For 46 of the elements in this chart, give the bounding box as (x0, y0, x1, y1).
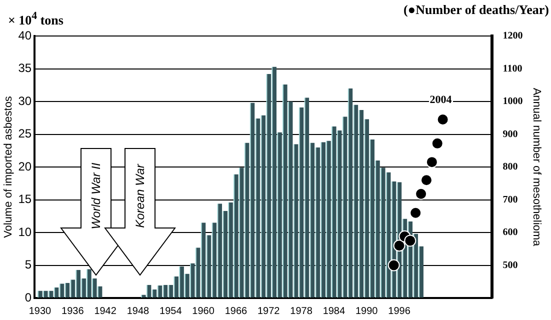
x-tick-label: 1930 (28, 306, 52, 317)
y2-tick-label: 500 (502, 260, 518, 271)
x-tick-label: 1966 (224, 306, 248, 317)
point (393, 240, 406, 252)
y-tick-label: 0 (24, 290, 32, 304)
x-tick-label: 1990 (355, 306, 378, 317)
y2-tick-label: 900 (502, 128, 518, 140)
y2-tick-label: 1200 (502, 30, 523, 42)
y-axis-title: Volume of imported asbestos (2, 96, 15, 238)
y2-axis-title: Annual number of mesothelioma (530, 88, 542, 248)
y-tick-label: 5 (24, 258, 32, 272)
point (431, 137, 444, 150)
y-tick-label: 15 (18, 192, 32, 206)
x-tick-label: 1948 (126, 306, 150, 317)
annotation: 2004 (428, 94, 453, 106)
annotation: World War II (89, 162, 104, 230)
point (415, 188, 428, 200)
point (388, 259, 400, 272)
x-tick-label: 1984 (322, 306, 346, 317)
y2-tick-label: 700 (502, 194, 518, 206)
down-arrow: Korean War (104, 148, 176, 276)
y-tick-label: 30 (18, 94, 32, 108)
text: × 10$^{4}$ tons (8, 10, 64, 28)
y-tick-label: 20 (18, 159, 32, 174)
point (426, 156, 438, 168)
point (410, 206, 422, 219)
x-tick-label: 1978 (290, 306, 313, 317)
y-tick-label: 40 (18, 28, 32, 42)
y-tick-label: 25 (18, 126, 32, 141)
point (420, 174, 432, 186)
point (436, 114, 449, 126)
x-tick-label: 1954 (160, 306, 182, 317)
y-tick-label: 35 (18, 61, 32, 76)
y2-tick-label: 800 (502, 162, 518, 173)
x-tick-label: 1936 (62, 306, 84, 317)
x-tick-label: 1972 (257, 306, 280, 317)
y2-tick-label: 1100 (502, 63, 522, 74)
text: (●Number of deaths/Year) (403, 2, 549, 18)
y2-tick-label: 1000 (502, 96, 523, 108)
annotation: Korean War (132, 164, 147, 228)
x-tick-label: 1942 (94, 306, 117, 317)
point (404, 234, 416, 247)
x-tick-label: 1996 (388, 306, 411, 317)
y-tick-label: 10 (18, 224, 32, 239)
x-tick-label: 1960 (192, 306, 215, 317)
y2-tick-label: 600 (502, 227, 518, 238)
